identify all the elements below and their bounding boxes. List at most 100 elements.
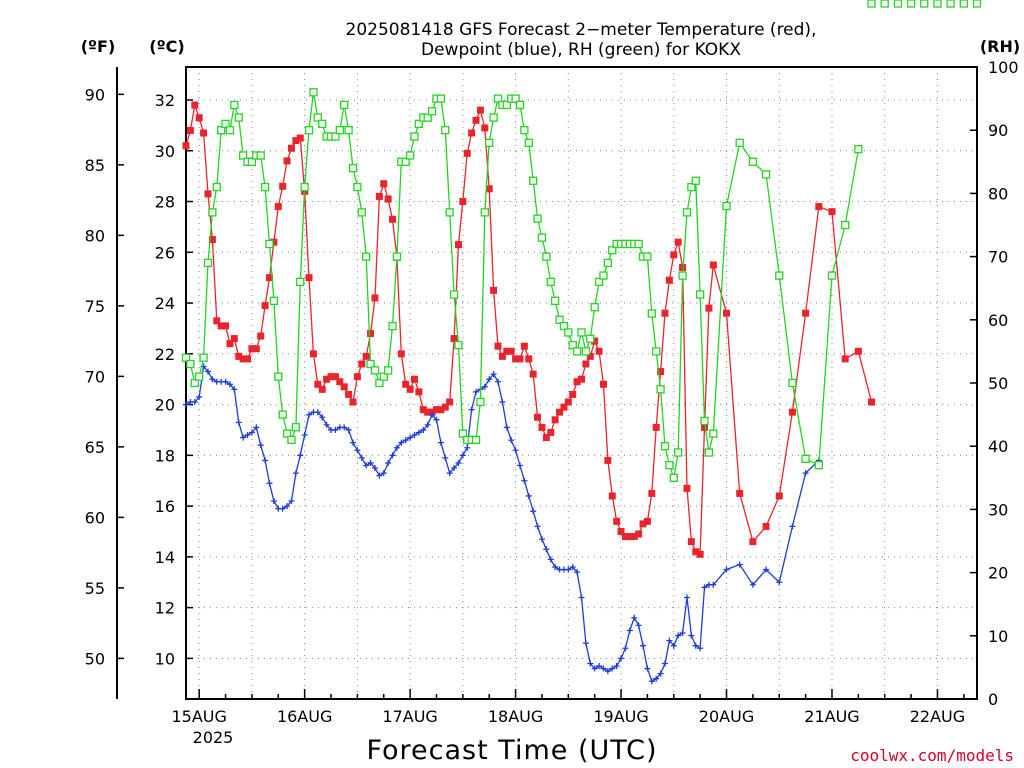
temperature-point bbox=[775, 492, 783, 500]
rh-point bbox=[458, 429, 468, 438]
fahrenheit-tick-label: 55 bbox=[85, 579, 105, 598]
temperature-point bbox=[512, 355, 520, 363]
temperature-point bbox=[327, 373, 335, 381]
dewpoint-point bbox=[235, 419, 242, 426]
temperature-point bbox=[868, 398, 876, 406]
dewpoint-point bbox=[618, 655, 625, 662]
temperature-point bbox=[749, 538, 757, 546]
temperature-point bbox=[498, 352, 506, 360]
rh-point bbox=[362, 252, 371, 261]
temperature-point bbox=[195, 114, 203, 122]
temperature-point bbox=[648, 489, 656, 497]
dewpoint-point bbox=[644, 665, 651, 672]
temperature-point bbox=[657, 368, 665, 376]
temperature-point bbox=[639, 520, 647, 528]
rh-point bbox=[318, 119, 327, 129]
rh-point bbox=[195, 372, 204, 381]
temperature-point bbox=[283, 157, 291, 165]
temperature-point bbox=[432, 406, 440, 414]
dewpoint-point bbox=[226, 381, 233, 388]
temperature-point bbox=[621, 533, 629, 541]
dewpoint-point bbox=[415, 429, 422, 436]
rh-point bbox=[709, 429, 718, 438]
dewpoint-point bbox=[552, 564, 559, 571]
temperature-point bbox=[437, 406, 445, 414]
dewpoint-point bbox=[385, 459, 392, 466]
rh-point bbox=[304, 126, 314, 135]
temperature-point bbox=[204, 190, 212, 198]
rh-point bbox=[489, 113, 498, 122]
fahrenheit-tick-label: 60 bbox=[85, 508, 105, 527]
temperature-point bbox=[674, 238, 682, 246]
temperature-point bbox=[661, 309, 669, 317]
rh-point bbox=[775, 271, 784, 280]
time-tick-label: 20AUG bbox=[699, 707, 754, 726]
temperature-point bbox=[222, 322, 230, 330]
temperature-point bbox=[296, 134, 304, 142]
dewpoint-point bbox=[231, 386, 238, 393]
temperature-point bbox=[463, 149, 471, 157]
temperature-point bbox=[208, 236, 216, 244]
rh-point bbox=[586, 334, 595, 343]
temperature-point bbox=[226, 340, 234, 348]
dewpoint-point bbox=[459, 452, 466, 459]
temperature-point bbox=[723, 309, 731, 317]
dewpoint-point bbox=[631, 614, 638, 621]
rh-point bbox=[247, 157, 257, 166]
dewpoint-point bbox=[525, 492, 532, 499]
dewpoint-point bbox=[697, 645, 704, 652]
temperature-point bbox=[564, 398, 572, 406]
temperature-point bbox=[841, 355, 849, 363]
dewpoint-point bbox=[363, 462, 370, 469]
rh-tick-label: 50 bbox=[988, 374, 1008, 393]
temperature-point bbox=[248, 345, 256, 353]
rh-point bbox=[959, 0, 968, 8]
temperature-point bbox=[665, 276, 673, 284]
temperature-point bbox=[560, 403, 568, 411]
dewpoint-point bbox=[402, 437, 409, 444]
temperature-point bbox=[582, 360, 590, 368]
temperature-point bbox=[305, 274, 313, 282]
temperature-point bbox=[604, 456, 612, 464]
dewpoint-point bbox=[670, 642, 677, 649]
temperature-point bbox=[599, 380, 607, 388]
temperature-point bbox=[534, 413, 542, 421]
dewpoint-point bbox=[490, 371, 497, 378]
dewpoint-point bbox=[358, 454, 365, 461]
temperature-point bbox=[652, 423, 660, 431]
temperature-point bbox=[411, 375, 419, 383]
dewpoint-point bbox=[332, 426, 339, 433]
dewpoint-point bbox=[262, 457, 269, 464]
temperature-point bbox=[613, 517, 621, 525]
temperature-point bbox=[191, 101, 199, 109]
dewpoint-point bbox=[534, 523, 541, 530]
dewpoint-point bbox=[802, 470, 809, 477]
dewpoint-point bbox=[543, 546, 550, 553]
x-axis-title: Forecast Time (UTC) bbox=[366, 735, 657, 766]
dewpoint-point bbox=[710, 581, 717, 588]
dewpoint-point bbox=[666, 637, 673, 644]
rh-point bbox=[555, 315, 564, 324]
time-tick-label: 15AUG bbox=[171, 707, 226, 726]
rh-point bbox=[704, 448, 714, 457]
temperature-point bbox=[569, 390, 577, 398]
rh-point bbox=[893, 0, 903, 8]
dewpoint-point bbox=[446, 470, 453, 477]
temperature-point bbox=[345, 390, 353, 398]
dewpoint-point bbox=[582, 640, 589, 647]
dewpoint-point bbox=[683, 594, 690, 601]
celsius-tick-label: 10 bbox=[155, 649, 175, 668]
temperature-point bbox=[617, 527, 625, 535]
rh-point bbox=[441, 126, 450, 135]
celsius-tick-label: 20 bbox=[155, 396, 175, 415]
dewpoint-point bbox=[240, 434, 247, 441]
dewpoint-point bbox=[464, 444, 471, 451]
dewpoint-point bbox=[248, 429, 255, 436]
rh-point bbox=[827, 271, 837, 280]
series-layer bbox=[182, 0, 982, 685]
temperature-point bbox=[362, 352, 370, 360]
dewpoint-point bbox=[538, 536, 545, 543]
rh-point bbox=[581, 347, 591, 356]
temperature-series bbox=[182, 0, 981, 558]
dewpoint-point bbox=[257, 442, 264, 449]
